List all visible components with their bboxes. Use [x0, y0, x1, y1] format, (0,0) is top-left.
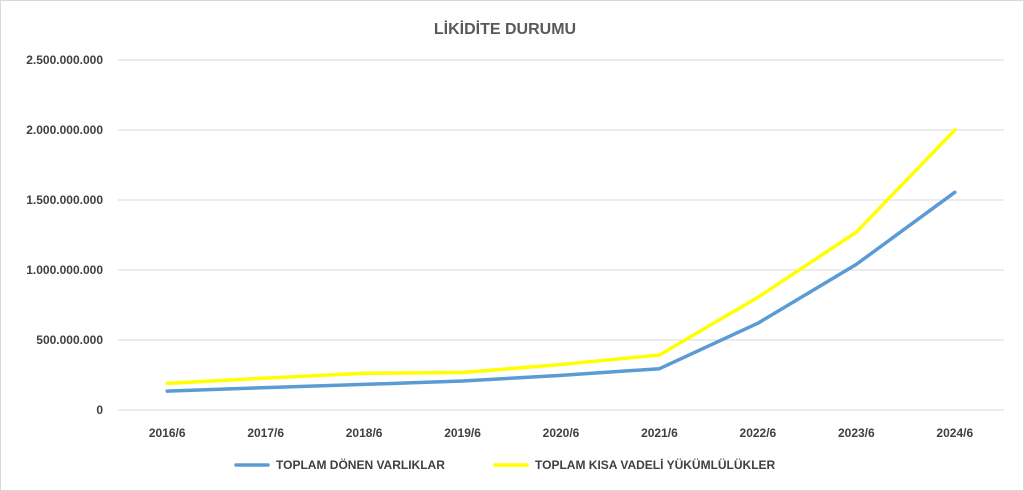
grid-lines — [118, 59, 1004, 411]
data-point — [362, 371, 366, 375]
data-point — [559, 373, 563, 377]
data-point — [165, 381, 169, 385]
data-point — [953, 190, 957, 194]
data-point — [953, 128, 957, 132]
series-lines — [165, 128, 957, 393]
data-point — [559, 363, 563, 366]
legend-label: TOPLAM KISA VADELİ YÜKÜMLÜLÜKLER — [535, 457, 776, 472]
data-point — [165, 389, 169, 393]
x-tick-label: 2019/6 — [444, 426, 481, 440]
chart-title: LİKİDİTE DURUMU — [434, 20, 576, 38]
data-point — [264, 386, 268, 390]
data-point — [264, 376, 268, 380]
data-point — [461, 379, 465, 383]
data-point — [657, 367, 661, 371]
series-line-1 — [165, 190, 957, 393]
data-point — [461, 370, 465, 374]
y-tick-label: 2.000.000.000 — [26, 123, 103, 137]
data-point — [854, 230, 858, 234]
y-tick-label: 1.500.000.000 — [26, 193, 103, 207]
data-point — [657, 353, 661, 357]
x-tick-label: 2020/6 — [543, 426, 580, 440]
y-tick-label: 1.000.000.000 — [26, 263, 103, 277]
data-point — [362, 382, 366, 386]
x-tick-label: 2022/6 — [740, 426, 777, 440]
series-line-2 — [165, 128, 957, 386]
x-tick-label: 2016/6 — [149, 426, 186, 440]
x-tick-label: 2023/6 — [838, 426, 875, 440]
x-tick-label: 2021/6 — [641, 426, 678, 440]
x-axis: 2016/6 2017/6 2018/6 2019/6 2020/6 2021/6 2022… — [149, 426, 974, 440]
legend-label: TOPLAM DÖNEN VARLIKLAR — [276, 457, 445, 472]
y-tick-label: 0 — [96, 403, 103, 417]
y-axis: 0 500.000.000 1.000.000.000 1.500.000.000 2.… — [26, 53, 103, 417]
y-tick-label: 2.500.000.000 — [26, 53, 103, 67]
x-tick-label: 2018/6 — [346, 426, 383, 440]
data-point — [854, 262, 858, 266]
y-tick-label: 500.000.000 — [36, 333, 103, 347]
legend: TOPLAM DÖNEN VARLIKLAR TOPLAM KISA VADELİ… — [234, 457, 776, 472]
data-point — [756, 321, 760, 325]
x-tick-label: 2024/6 — [936, 426, 973, 440]
data-point — [756, 295, 760, 299]
x-tick-label: 2017/6 — [247, 426, 284, 440]
